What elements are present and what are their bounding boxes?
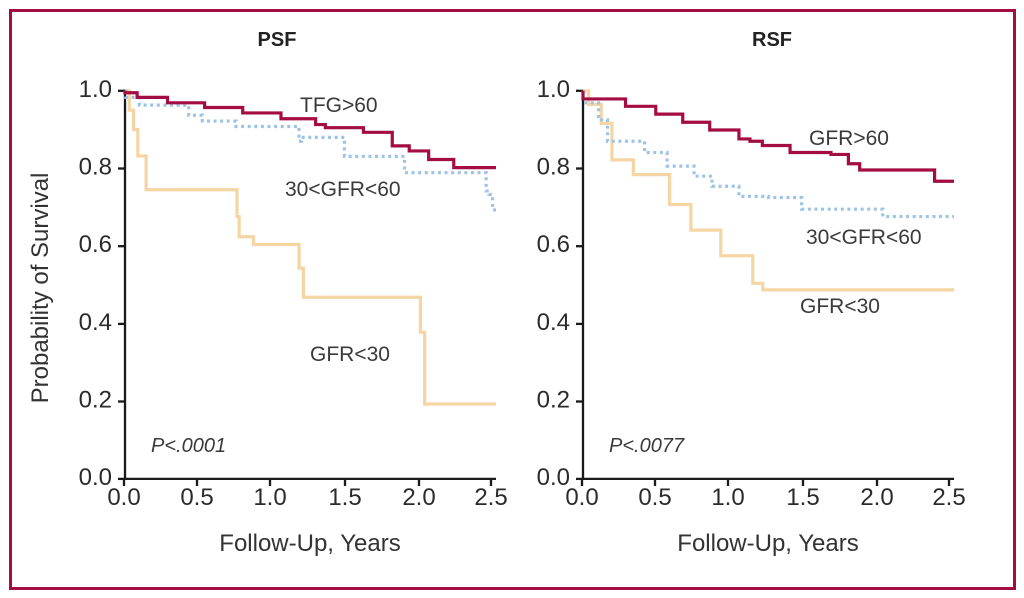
svg-text:1.0: 1.0 bbox=[537, 76, 570, 103]
svg-text:TFG>60: TFG>60 bbox=[300, 94, 378, 117]
svg-text:0.4: 0.4 bbox=[79, 309, 112, 336]
svg-text:GFR<30: GFR<30 bbox=[310, 343, 390, 366]
svg-text:0.8: 0.8 bbox=[79, 154, 112, 181]
svg-text:PSF: PSF bbox=[258, 29, 297, 51]
svg-text:Follow-Up, Years: Follow-Up, Years bbox=[219, 530, 400, 557]
svg-text:2.0: 2.0 bbox=[402, 484, 435, 511]
svg-text:Probability of Survival: Probability of Survival bbox=[27, 173, 54, 404]
svg-text:RSF: RSF bbox=[752, 29, 792, 51]
svg-text:0.2: 0.2 bbox=[537, 387, 570, 414]
svg-text:1.5: 1.5 bbox=[328, 484, 361, 511]
svg-text:0.0: 0.0 bbox=[565, 484, 598, 511]
svg-text:P<.0001: P<.0001 bbox=[151, 435, 226, 457]
svg-text:1.0: 1.0 bbox=[79, 76, 112, 103]
svg-text:P<.0077: P<.0077 bbox=[609, 435, 685, 457]
svg-text:GFR<30: GFR<30 bbox=[800, 295, 880, 318]
svg-text:GFR>60: GFR>60 bbox=[809, 127, 889, 150]
svg-text:0.0: 0.0 bbox=[107, 484, 140, 511]
svg-text:2.0: 2.0 bbox=[860, 484, 893, 511]
svg-text:30<GFR<60: 30<GFR<60 bbox=[806, 226, 922, 249]
svg-text:2.5: 2.5 bbox=[474, 484, 507, 511]
svg-text:0.2: 0.2 bbox=[79, 387, 112, 414]
svg-text:0.8: 0.8 bbox=[537, 154, 570, 181]
svg-text:2.5: 2.5 bbox=[932, 484, 965, 511]
svg-text:30<GFR<60: 30<GFR<60 bbox=[285, 178, 401, 201]
svg-text:0.6: 0.6 bbox=[537, 231, 570, 258]
svg-text:0.5: 0.5 bbox=[180, 484, 213, 511]
svg-text:1.0: 1.0 bbox=[253, 484, 286, 511]
svg-text:0.4: 0.4 bbox=[537, 309, 570, 336]
svg-text:Follow-Up, Years: Follow-Up, Years bbox=[677, 530, 858, 557]
svg-text:0.6: 0.6 bbox=[79, 231, 112, 258]
svg-text:1.0: 1.0 bbox=[711, 484, 744, 511]
svg-text:0.5: 0.5 bbox=[638, 484, 671, 511]
svg-text:1.5: 1.5 bbox=[786, 484, 819, 511]
